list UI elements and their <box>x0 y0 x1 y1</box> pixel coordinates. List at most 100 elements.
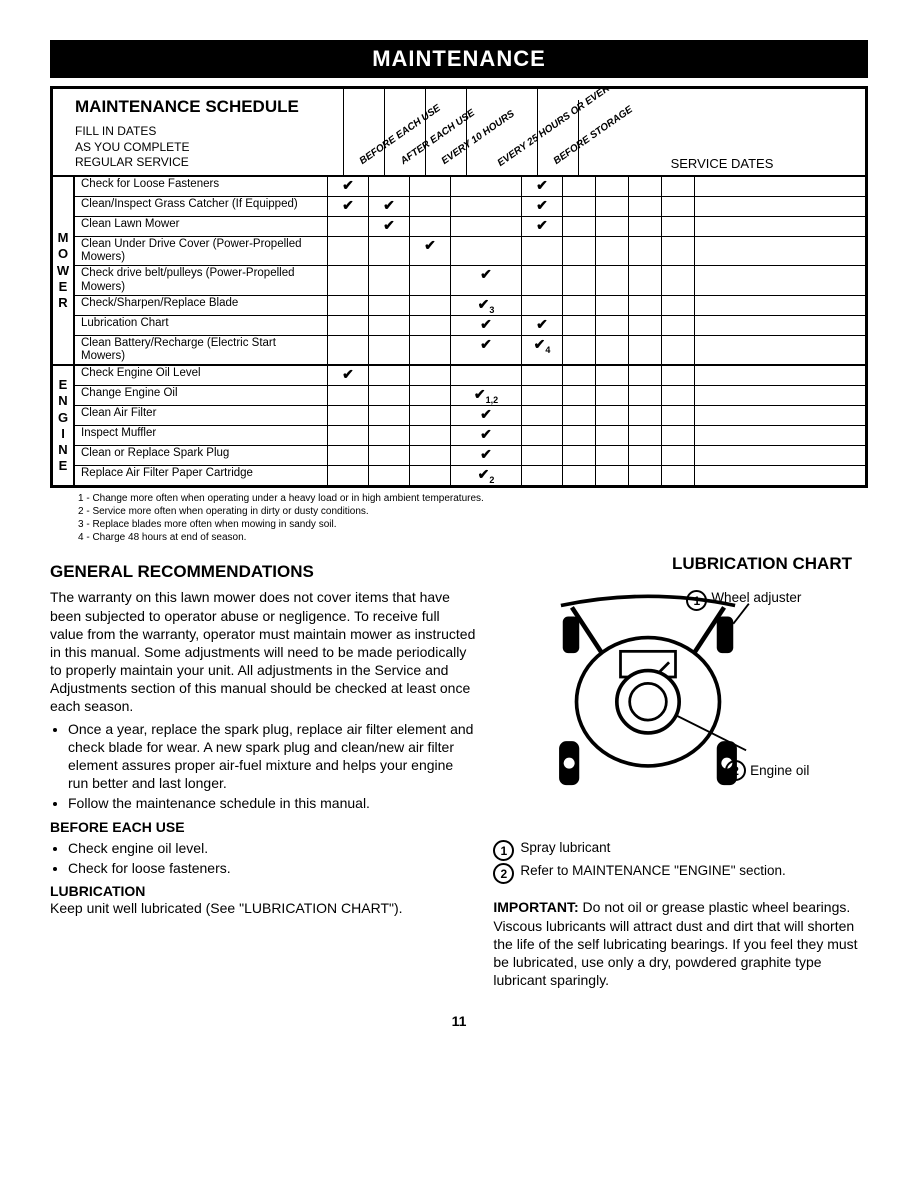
service-date-cell <box>662 406 695 425</box>
table-row: Clean Under Drive Cover (Power-Propelled… <box>75 236 865 265</box>
circled-number-icon: 2 <box>725 760 746 781</box>
schedule-title-cell: MAINTENANCE SCHEDULE FILL IN DATES AS YO… <box>53 90 343 175</box>
general-recommendations-text: The warranty on this lawn mower does not… <box>50 588 475 715</box>
check-cell <box>410 386 451 405</box>
service-date-cell <box>695 197 727 216</box>
general-recommendations-heading: GENERAL RECOMMENDATIONS <box>50 562 475 582</box>
task-cell: Clean or Replace Spark Plug <box>75 446 328 465</box>
circled-number-icon: 2 <box>493 863 514 884</box>
service-date-cell <box>629 197 662 216</box>
service-date-cell <box>695 446 727 465</box>
service-date-cell <box>596 366 629 385</box>
check-cell <box>522 466 563 485</box>
service-date-cell <box>629 466 662 485</box>
check-cell <box>410 336 451 364</box>
service-date-cell <box>629 426 662 445</box>
check-cell: ✔1,2 <box>451 386 522 405</box>
callout-1-label: Wheel adjuster <box>711 590 801 606</box>
check-cell <box>451 366 522 385</box>
check-cell <box>369 446 410 465</box>
service-date-cell <box>596 316 629 335</box>
service-date-cell <box>662 446 695 465</box>
table-row: Lubrication Chart✔✔ <box>75 315 865 335</box>
lubrication-text: Keep unit well lubricated (See "LUBRICAT… <box>50 899 475 917</box>
service-date-cell <box>629 177 662 196</box>
service-date-cell <box>662 466 695 485</box>
footnote: 1 - Change more often when operating und… <box>78 492 866 505</box>
table-row: Change Engine Oil ✔1,2 <box>75 385 865 405</box>
schedule-body: MOWERCheck for Loose Fasteners✔✔Clean/In… <box>53 177 865 485</box>
task-cell: Check/Sharpen/Replace Blade <box>75 296 328 315</box>
legend-text: Spray lubricant <box>520 840 610 855</box>
col-header: AFTER EACH USE <box>384 89 425 175</box>
legend-text: Refer to MAINTENANCE "ENGINE" section. <box>520 863 785 878</box>
service-date-cell <box>563 217 596 236</box>
check-cell <box>522 406 563 425</box>
banner-title: MAINTENANCE <box>50 40 868 78</box>
schedule-group: ENGINECheck Engine Oil Level✔Change Engi… <box>53 364 865 485</box>
callout-2: 2 Engine oil <box>725 760 809 781</box>
col-header: BEFORE EACH USE <box>343 89 384 175</box>
list-item: Check engine oil level. <box>68 839 475 857</box>
legend-row: 1 Spray lubricant <box>493 840 868 861</box>
check-cell <box>328 336 369 364</box>
service-date-cell <box>662 237 695 265</box>
task-cell: Clean Battery/Recharge (Electric Start M… <box>75 336 328 364</box>
check-cell <box>369 336 410 364</box>
service-date-cell <box>596 446 629 465</box>
service-date-cell <box>662 217 695 236</box>
table-row: Check for Loose Fasteners✔✔ <box>75 177 865 196</box>
table-row: Check/Sharpen/Replace Blade ✔3 <box>75 295 865 315</box>
check-cell <box>451 237 522 265</box>
service-date-cell <box>596 336 629 364</box>
circled-number-icon: 1 <box>686 590 707 611</box>
check-cell <box>328 406 369 425</box>
check-cell: ✔ <box>328 177 369 196</box>
check-cell: ✔3 <box>451 296 522 315</box>
rows-wrap: Check Engine Oil Level✔Change Engine Oil… <box>75 366 865 485</box>
service-date-cell <box>563 197 596 216</box>
before-bullets: Check engine oil level. Check for loose … <box>50 839 475 877</box>
service-date-cell <box>629 266 662 294</box>
service-date-cell <box>695 366 727 385</box>
footnote: 2 - Service more often when operating in… <box>78 505 866 518</box>
service-date-cell <box>596 386 629 405</box>
task-cell: Check drive belt/pulleys (Power-Propelle… <box>75 266 328 294</box>
check-cell <box>369 466 410 485</box>
table-row: Check drive belt/pulleys (Power-Propelle… <box>75 265 865 294</box>
service-date-cell <box>563 336 596 364</box>
service-date-cell <box>596 296 629 315</box>
service-date-cell <box>662 177 695 196</box>
footnotes: 1 - Change more often when operating und… <box>50 488 868 544</box>
lubrication-chart-title: LUBRICATION CHART <box>493 554 868 574</box>
schedule-title: MAINTENANCE SCHEDULE <box>75 96 335 118</box>
service-date-cell <box>662 366 695 385</box>
service-date-cell <box>563 426 596 445</box>
service-date-cell <box>662 426 695 445</box>
service-date-cell <box>695 406 727 425</box>
task-cell: Clean Air Filter <box>75 406 328 425</box>
service-date-cell <box>695 426 727 445</box>
check-cell: ✔ <box>369 197 410 216</box>
table-row: Replace Air Filter Paper Cartridge ✔2 <box>75 465 865 485</box>
check-cell <box>522 266 563 294</box>
list-item: Check for loose fasteners. <box>68 859 475 877</box>
callout-1: 1 Wheel adjuster <box>686 590 801 611</box>
check-cell <box>369 177 410 196</box>
service-date-cell <box>563 366 596 385</box>
task-cell: Check for Loose Fasteners <box>75 177 328 196</box>
table-row: Check Engine Oil Level✔ <box>75 366 865 385</box>
task-cell: Change Engine Oil <box>75 386 328 405</box>
check-cell <box>369 316 410 335</box>
task-cell: Replace Air Filter Paper Cartridge <box>75 466 328 485</box>
maintenance-schedule-table: MAINTENANCE SCHEDULE FILL IN DATES AS YO… <box>50 86 868 488</box>
service-date-cell <box>596 237 629 265</box>
check-cell: ✔2 <box>451 466 522 485</box>
schedule-subtitle-line: AS YOU COMPLETE <box>75 140 335 156</box>
check-cell <box>451 217 522 236</box>
service-date-cell <box>563 386 596 405</box>
service-date-cell <box>596 217 629 236</box>
check-cell <box>410 426 451 445</box>
check-cell <box>328 426 369 445</box>
check-cell: ✔ <box>451 446 522 465</box>
